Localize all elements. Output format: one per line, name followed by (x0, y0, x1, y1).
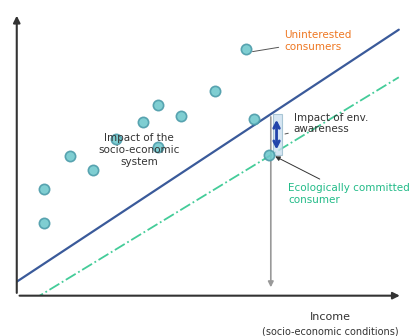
Text: Income: Income (310, 312, 351, 323)
Point (90, 167, 96, 172)
Text: (socio-economic conditions): (socio-economic conditions) (262, 327, 398, 336)
Point (266, 153, 272, 158)
Point (40, 220, 47, 225)
Bar (273, 114, 282, 155)
Text: Impact of the
socio-economic
system: Impact of the socio-economic system (98, 133, 180, 167)
Point (155, 144, 161, 150)
Point (113, 136, 119, 141)
Point (250, 117, 257, 122)
Point (155, 102, 161, 108)
Text: Impact of env.
awareness: Impact of env. awareness (285, 113, 368, 134)
Point (140, 119, 146, 125)
Point (212, 89, 219, 94)
Point (243, 47, 249, 52)
Point (178, 114, 184, 119)
Point (67, 153, 74, 158)
Text: Ecologically committed
consumer: Ecologically committed consumer (276, 157, 410, 205)
Point (40, 186, 47, 192)
Text: Uninterested
consumers: Uninterested consumers (253, 30, 352, 52)
